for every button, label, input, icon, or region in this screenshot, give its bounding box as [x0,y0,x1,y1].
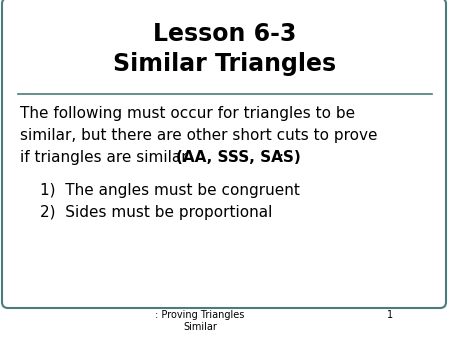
Text: 2)  Sides must be proportional: 2) Sides must be proportional [40,205,272,220]
FancyBboxPatch shape [2,0,446,308]
Text: 1: 1 [387,310,393,320]
Text: :: : [274,150,284,165]
Text: (AA, SSS, SAS): (AA, SSS, SAS) [176,150,301,165]
Text: Similar Triangles: Similar Triangles [113,52,337,76]
Text: The following must occur for triangles to be: The following must occur for triangles t… [20,106,355,121]
Text: 1)  The angles must be congruent: 1) The angles must be congruent [40,183,300,198]
Text: similar, but there are other short cuts to prove: similar, but there are other short cuts … [20,128,378,143]
Text: : Proving Triangles
Similar: : Proving Triangles Similar [155,310,245,332]
Text: Lesson 6-3: Lesson 6-3 [153,22,297,46]
Text: if triangles are similar: if triangles are similar [20,150,193,165]
